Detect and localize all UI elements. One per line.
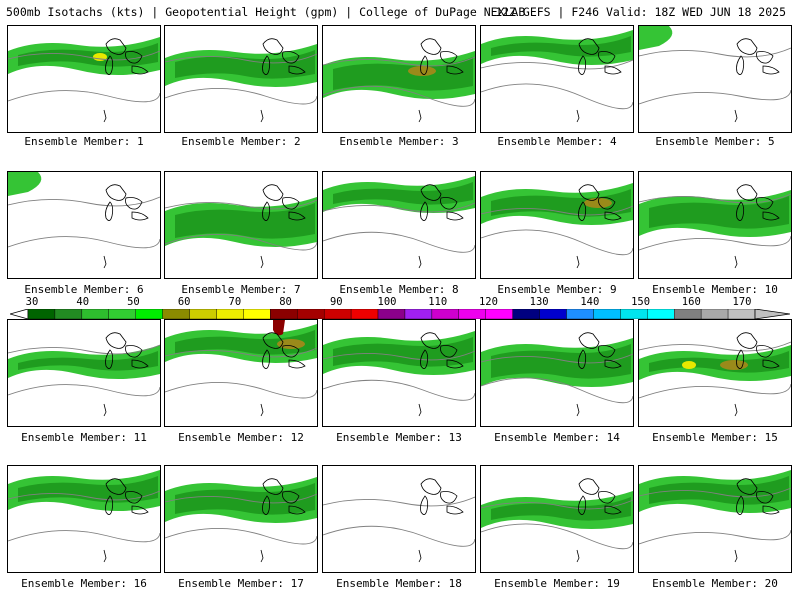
member-map — [165, 184, 317, 269]
member-map — [639, 184, 791, 269]
member-map — [481, 478, 633, 563]
ensemble-member-panel — [7, 171, 161, 279]
ensemble-member-label: Ensemble Member: 15 — [652, 431, 778, 444]
ensemble-member-label: Ensemble Member: 17 — [178, 577, 304, 590]
member-map — [165, 38, 317, 123]
ensemble-member-label: Ensemble Member: 1 — [24, 135, 144, 148]
member-map — [165, 320, 317, 417]
ensemble-member-panel — [164, 319, 318, 427]
colorbar-tick-label: 40 — [76, 296, 90, 308]
ensemble-member-panel — [480, 465, 634, 573]
ensemble-member-label: Ensemble Member: 19 — [494, 577, 620, 590]
ensemble-member-label: Ensemble Member: 5 — [655, 135, 775, 148]
colorbar-tick-label: 80 — [279, 296, 292, 308]
ensemble-member-panel — [322, 25, 476, 133]
ensemble-member-panel — [322, 465, 476, 573]
member-map — [639, 470, 791, 563]
member-map — [8, 332, 160, 417]
ensemble-member-panel — [164, 171, 318, 279]
header-title-right: 12Z GEFS | F246 Valid: 18Z WED JUN 18 20… — [495, 5, 786, 19]
ensemble-member-panel — [480, 171, 634, 279]
colorbar-labels: 30 40 50 60 70 80 90 100 110 120 130 140 150 160 170 — [10, 296, 790, 308]
ensemble-member-label: Ensemble Member: 13 — [336, 431, 462, 444]
ensemble-member-label: Ensemble Member: 7 — [181, 283, 301, 296]
ensemble-member-label: Ensemble Member: 18 — [336, 577, 462, 590]
ensemble-member-label: Ensemble Member: 3 — [339, 135, 459, 148]
member-map — [481, 332, 633, 417]
ensemble-member-label: Ensemble Member: 14 — [494, 431, 620, 444]
ensemble-member-panel — [638, 319, 792, 427]
ensemble-member-panel — [7, 319, 161, 427]
member-map — [639, 26, 791, 123]
colorbar-tick-label: 100 — [377, 296, 397, 308]
member-map — [8, 37, 160, 123]
ensemble-member-label: Ensemble Member: 8 — [339, 283, 459, 296]
ensemble-member-label: Ensemble Member: 11 — [21, 431, 147, 444]
colorbar-tick-label: 140 — [580, 296, 600, 308]
member-map — [323, 176, 475, 269]
ensemble-member-panel — [480, 319, 634, 427]
ensemble-member-label: Ensemble Member: 9 — [497, 283, 617, 296]
colorbar-tick-label: 130 — [529, 296, 549, 308]
ensemble-member-label: Ensemble Member: 16 — [21, 577, 147, 590]
ensemble-member-label: Ensemble Member: 20 — [652, 577, 778, 590]
ensemble-member-label: Ensemble Member: 2 — [181, 135, 301, 148]
ensemble-member-panel — [480, 25, 634, 133]
header-title-left: 500mb Isotachs (kts) | Geopotential Heig… — [6, 5, 526, 19]
header: 500mb Isotachs (kts) | Geopotential Heig… — [0, 0, 800, 24]
member-map — [323, 331, 475, 417]
ensemble-member-panel — [638, 25, 792, 133]
colorbar-tick-label: 60 — [177, 296, 191, 308]
colorbar-tick-label: 150 — [631, 296, 651, 308]
colorbar-scale — [10, 309, 790, 319]
colorbar-tick-label: 90 — [329, 296, 343, 308]
ensemble-member-panel — [7, 465, 161, 573]
ensemble-member-panel — [164, 25, 318, 133]
member-map — [481, 30, 633, 123]
member-map — [8, 470, 160, 563]
member-map — [323, 38, 475, 123]
ensemble-member-label: Ensemble Member: 12 — [178, 431, 304, 444]
ensemble-member-panel — [322, 319, 476, 427]
member-map — [8, 172, 160, 269]
ensemble-member-label: Ensemble Member: 4 — [497, 135, 617, 148]
member-map — [323, 478, 475, 563]
colorbar-tick-label: 70 — [228, 296, 242, 308]
ensemble-member-panel — [7, 25, 161, 133]
ensemble-member-panel — [638, 171, 792, 279]
ensemble-member-panel — [638, 465, 792, 573]
ensemble-member-panel — [164, 465, 318, 573]
member-map — [639, 332, 791, 417]
member-map — [165, 477, 317, 563]
colorbar-tick-label: 110 — [428, 296, 448, 308]
ensemble-member-label: Ensemble Member: 10 — [652, 283, 778, 296]
ensemble-member-label: Ensemble Member: 6 — [24, 283, 144, 296]
colorbar-tick-label: 170 — [732, 296, 752, 308]
colorbar-tick-label: 30 — [25, 296, 39, 308]
colorbar-tick-label: 50 — [127, 296, 140, 308]
ensemble-member-panel — [322, 171, 476, 279]
colorbar-tick-label: 120 — [478, 296, 498, 308]
member-map — [481, 183, 633, 269]
colorbar-tick-label: 160 — [681, 296, 701, 308]
colorbar: 30 40 50 60 70 80 90 100 110 120 130 140 150 160 170 — [10, 296, 790, 319]
